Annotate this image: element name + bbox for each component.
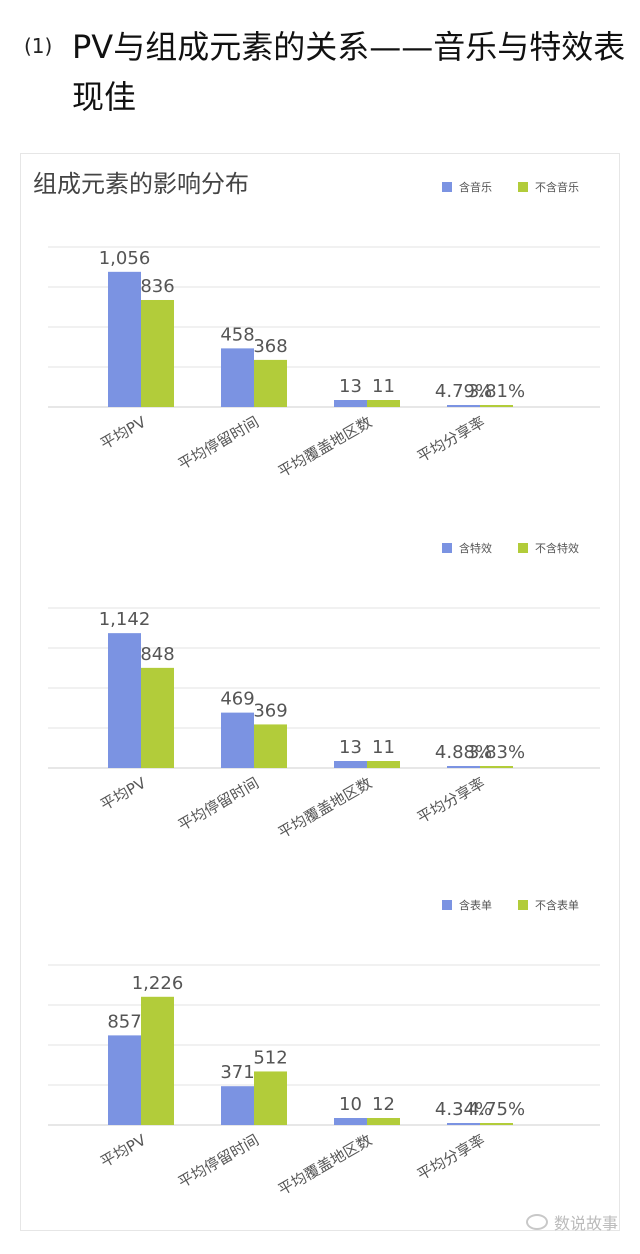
bar	[334, 1118, 367, 1125]
legend-swatch	[518, 182, 528, 192]
category-label: 平均PV	[97, 413, 149, 454]
category-label: 平均停留时间	[175, 1131, 262, 1192]
legend-swatch	[518, 543, 528, 553]
bar	[334, 761, 367, 768]
data-label: 848	[140, 644, 174, 665]
bar	[254, 359, 287, 407]
data-label: 512	[253, 1047, 287, 1068]
bar	[480, 1123, 513, 1125]
bar	[221, 1086, 254, 1125]
data-label: 368	[253, 336, 287, 357]
legend-label: 不含特效	[535, 541, 579, 555]
bar	[141, 299, 174, 407]
data-label: 469	[220, 689, 254, 710]
data-label: 11	[372, 376, 395, 397]
data-label: 4.79%	[435, 381, 492, 402]
data-label: 3.81%	[468, 381, 525, 402]
bar	[108, 271, 141, 407]
data-label: 11	[372, 737, 395, 758]
bar	[447, 1123, 480, 1125]
bar	[141, 996, 174, 1125]
data-label: 3.83%	[468, 742, 525, 763]
bar	[334, 400, 367, 407]
category-label: 平均覆盖地区数	[275, 774, 375, 842]
bar	[141, 667, 174, 768]
legend-swatch	[442, 543, 452, 553]
legend-label: 含特效	[459, 541, 492, 555]
legend-label: 不含音乐	[535, 180, 579, 194]
category-label: 平均停留时间	[175, 774, 262, 835]
data-label: 12	[372, 1094, 395, 1115]
category-label: 平均分享率	[414, 774, 488, 827]
data-label: 4.88%	[435, 742, 492, 763]
data-label: 13	[339, 376, 362, 397]
bar	[447, 766, 480, 768]
bar	[221, 712, 254, 768]
category-label: 平均分享率	[414, 1131, 488, 1184]
section-number: (1)	[24, 34, 53, 58]
category-label: 平均PV	[97, 1131, 149, 1172]
data-label: 836	[140, 276, 174, 297]
legend-label: 不含表单	[535, 898, 579, 912]
data-label: 458	[220, 324, 254, 345]
wechat-icon	[525, 1214, 548, 1230]
data-label: 4.34%	[435, 1099, 492, 1120]
data-label: 369	[253, 700, 287, 721]
bar	[254, 724, 287, 768]
watermark-text: 数说故事	[553, 1214, 618, 1233]
data-label: 1,056	[99, 248, 151, 269]
bar	[480, 405, 513, 407]
data-label: 1,142	[99, 609, 151, 630]
section-title: PV与组成元素的关系——音乐与特效表现佳	[72, 28, 626, 116]
legend-swatch	[518, 900, 528, 910]
bar	[254, 1071, 287, 1125]
watermark: 数说故事	[525, 1210, 618, 1234]
category-label: 平均覆盖地区数	[275, 1131, 375, 1199]
bar	[447, 405, 480, 407]
legend-swatch	[442, 900, 452, 910]
bar	[108, 1035, 141, 1125]
category-label: 平均分享率	[414, 413, 488, 466]
data-label: 4.75%	[468, 1099, 525, 1120]
bar	[367, 400, 400, 407]
category-label: 平均PV	[97, 774, 149, 815]
bar	[480, 766, 513, 768]
data-label: 10	[339, 1094, 362, 1115]
bar	[108, 633, 141, 768]
legend-swatch	[442, 182, 452, 192]
data-label: 13	[339, 737, 362, 758]
bar	[367, 761, 400, 768]
data-label: 857	[107, 1011, 141, 1032]
bar	[367, 1118, 400, 1125]
data-label: 1,226	[132, 973, 184, 994]
card-title: 组成元素的影响分布	[33, 170, 249, 198]
bar	[221, 348, 254, 407]
legend-label: 含音乐	[459, 180, 492, 194]
data-label: 371	[220, 1062, 254, 1083]
legend-label: 含表单	[459, 898, 492, 912]
category-label: 平均停留时间	[175, 413, 262, 474]
category-label: 平均覆盖地区数	[275, 413, 375, 481]
